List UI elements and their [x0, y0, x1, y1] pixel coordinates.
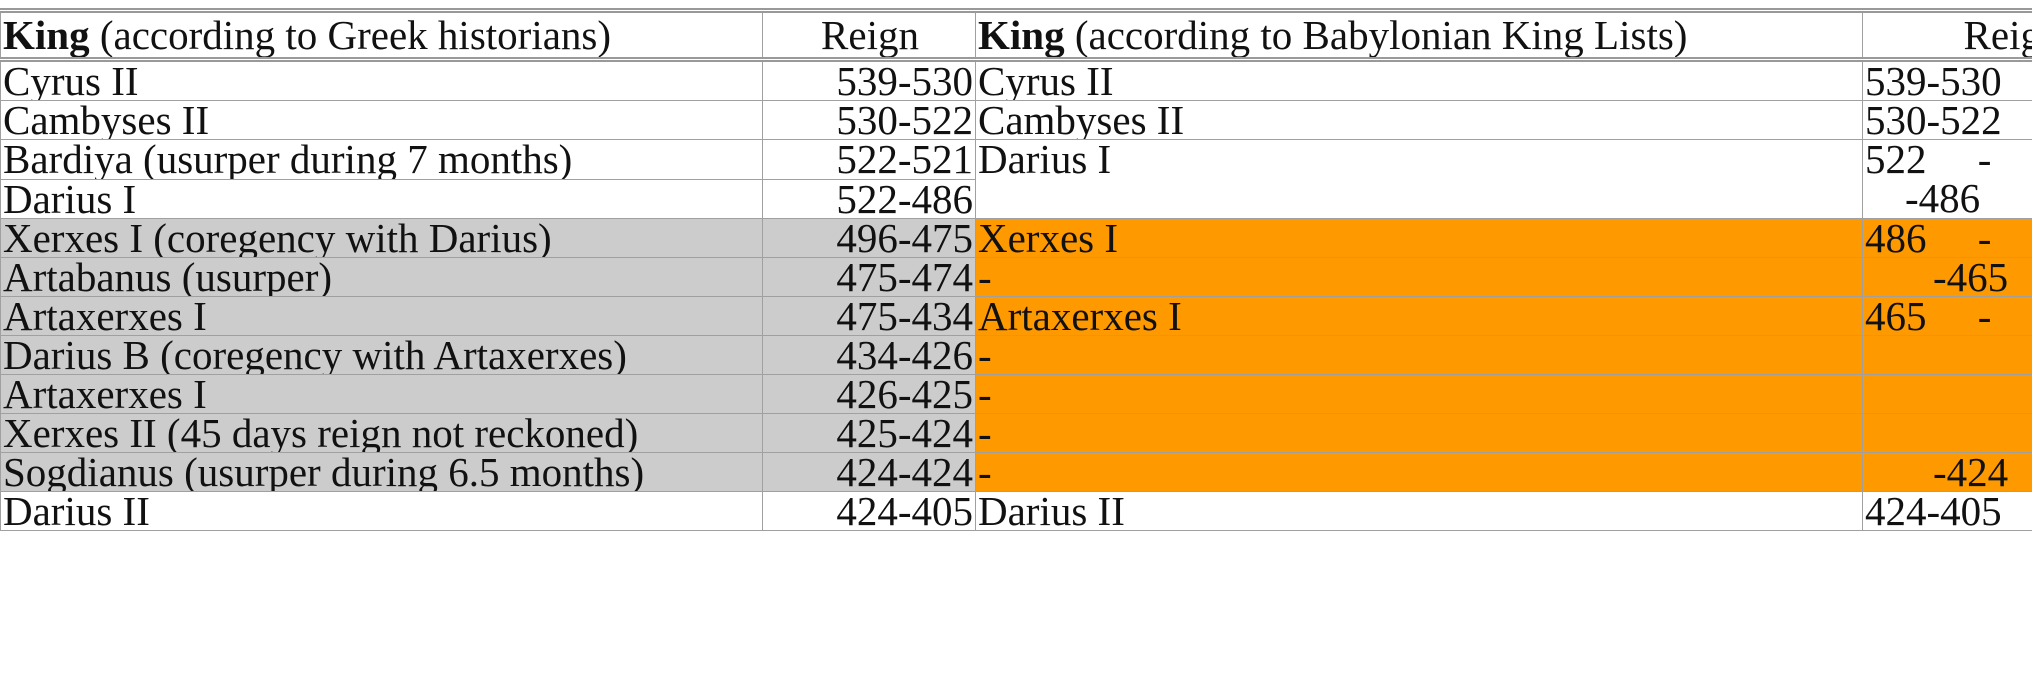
table-row: Xerxes II (45 days reign not reckoned) 4… — [0, 413, 2032, 453]
greek-king-cell: Darius II — [0, 491, 763, 531]
greek-reign-cell: 475-434 — [762, 296, 976, 336]
table-row: Bardiya (usurper during 7 months) 522-52… — [0, 139, 2032, 219]
table-row: Sogdianus (usurper during 6.5 months) 42… — [0, 452, 2032, 492]
greek-reign-cell: 530-522 — [762, 100, 976, 140]
greek-king-cell: Cyrus II — [0, 59, 763, 101]
greek-reign-cell: 522-521 — [762, 139, 976, 180]
greek-king-cell: Darius I — [0, 178, 763, 219]
babylonian-reign-cell: 522 - -486 — [1862, 139, 2032, 219]
header-babylonian-king: King (according to Babylonian King Lists… — [975, 10, 1863, 62]
greek-king-cell: Artaxerxes I — [0, 296, 763, 336]
babylonian-reign-cell: 539-530 — [1862, 59, 2032, 101]
table-row: Cambyses II 530-522 Cambyses II 530-522 — [0, 100, 2032, 140]
greek-reign-cell: 475-474 — [762, 257, 976, 297]
table-row: Artaxerxes I 475-434 Artaxerxes I 465 - — [0, 296, 2032, 336]
table-row: Xerxes I (coregency with Darius) 496-475… — [0, 218, 2032, 258]
babylonian-king-cell: - — [975, 257, 1863, 297]
babylonian-king-cell: Artaxerxes I — [975, 296, 1863, 336]
header-greek-reign: Reign — [762, 10, 976, 62]
babylonian-king-cell: - — [975, 335, 1863, 375]
babylonian-king-cell: - — [975, 374, 1863, 414]
greek-king-cell: Bardiya (usurper during 7 months) — [0, 139, 763, 180]
table-row: Artaxerxes I 426-425 - — [0, 374, 2032, 414]
babylonian-reign-cell: -424 — [1862, 452, 2032, 492]
table-row: Artabanus (usurper) 475-474 - -465 — [0, 257, 2032, 297]
babylonian-king-cell: Xerxes I — [975, 218, 1863, 258]
greek-reign-cell: 522-486 — [762, 178, 976, 219]
reign-two-line: 522 - -486 — [1865, 139, 2032, 219]
greek-reign-cell: 424-424 — [762, 452, 976, 492]
babylonian-king-cell: - — [975, 452, 1863, 492]
babylonian-reign-cell: 465 - — [1862, 296, 2032, 336]
babylonian-king-cell: Cambyses II — [975, 100, 1863, 140]
header-babylonian-reign: Reign — [1862, 10, 2032, 62]
header-greek-king: King (according to Greek historians) — [0, 10, 763, 62]
greek-king-cell: Darius B (coregency with Artaxerxes) — [0, 335, 763, 375]
table-row: Darius I 522-486 — [0, 178, 2032, 219]
greek-reign-cell: 496-475 — [762, 218, 976, 258]
greek-king-cell: Artabanus (usurper) — [0, 257, 763, 297]
reign-line-2: -486 — [1905, 175, 1981, 219]
reign-line-1: 522 - — [1865, 139, 1992, 182]
greek-king-cell: Xerxes II (45 days reign not reckoned) — [0, 413, 763, 453]
achaemenid-kings-table: King (according to Greek historians) Rei… — [0, 8, 2032, 531]
babylonian-reign-cell: 530-522 — [1862, 100, 2032, 140]
babylonian-king-cell: Cyrus II — [975, 59, 1863, 101]
greek-reign-cell: 434-426 — [762, 335, 976, 375]
header-row: King (according to Greek historians) Rei… — [0, 10, 2032, 62]
babylonian-reign-cell: -465 — [1862, 257, 2032, 297]
babylonian-reign-cell: 424-405 — [1862, 491, 2032, 531]
greek-reign-cell: 425-424 — [762, 413, 976, 453]
babylonian-reign-cell — [1862, 413, 2032, 453]
babylonian-reign-cell — [1862, 335, 2032, 375]
table-row: Darius II 424-405 Darius II 424-405 — [0, 491, 2032, 531]
table-row: Darius B (coregency with Artaxerxes) 434… — [0, 335, 2032, 375]
table-row: Cyrus II 539-530 Cyrus II 539-530 — [0, 59, 2032, 101]
babylonian-king-cell: Darius I — [975, 139, 1863, 219]
header-king-qualifier: (according to Greek historians) — [89, 12, 612, 58]
babylonian-king-cell: Darius II — [975, 491, 1863, 531]
header-king-bold: King — [978, 12, 1065, 58]
babylonian-reign-cell — [1862, 374, 2032, 414]
greek-reign-cell: 424-405 — [762, 491, 976, 531]
table-wrapper: King (according to Greek historians) Rei… — [0, 8, 2032, 531]
greek-king-cell: Artaxerxes I — [0, 374, 763, 414]
greek-reign-cell: 539-530 — [762, 59, 976, 101]
babylonian-reign-cell: 486 - — [1862, 218, 2032, 258]
greek-king-cell: Sogdianus (usurper during 6.5 months) — [0, 452, 763, 492]
greek-reign-cell: 426-425 — [762, 374, 976, 414]
header-king-qualifier: (according to Babylonian King Lists) — [1064, 12, 1688, 58]
greek-king-cell: Cambyses II — [0, 100, 763, 140]
babylonian-king-cell: - — [975, 413, 1863, 453]
header-king-bold: King — [3, 12, 90, 58]
greek-king-cell: Xerxes I (coregency with Darius) — [0, 218, 763, 258]
